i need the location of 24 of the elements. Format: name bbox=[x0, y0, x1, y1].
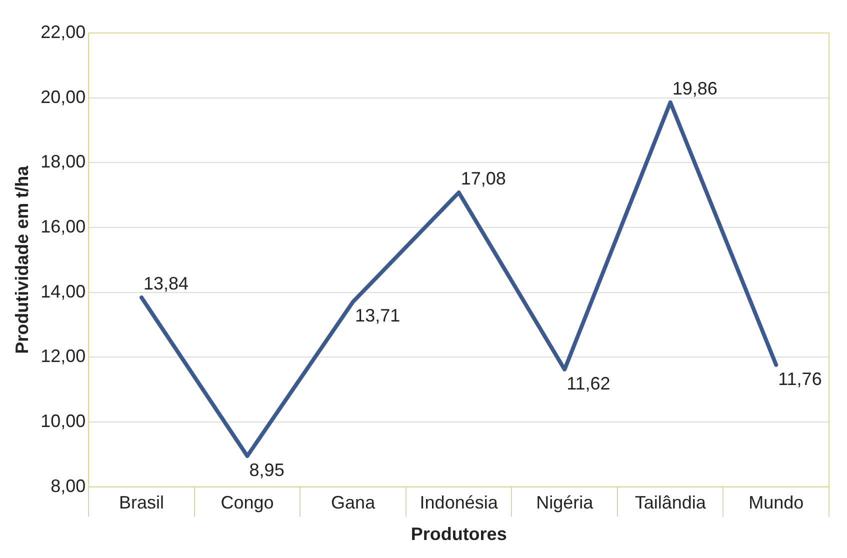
x-tick-label: Nigéria bbox=[536, 492, 594, 513]
data-label: 8,95 bbox=[249, 460, 284, 480]
x-tick-label: Congo bbox=[220, 492, 274, 513]
y-tick-label: 16,00 bbox=[40, 216, 86, 236]
y-tick-label: 22,00 bbox=[40, 22, 86, 42]
y-tick-label: 14,00 bbox=[40, 281, 86, 302]
x-tick-label: Mundo bbox=[748, 492, 804, 513]
y-tick-label: 12,00 bbox=[40, 346, 86, 366]
x-axis-title: Produtores bbox=[410, 524, 507, 544]
x-tick-label: Tailândia bbox=[634, 492, 707, 513]
data-label: 13,71 bbox=[355, 306, 400, 326]
data-label: 17,08 bbox=[460, 168, 506, 188]
data-label: 11,76 bbox=[778, 368, 822, 389]
y-tick-label: 8,00 bbox=[50, 476, 86, 496]
x-tick-label: Gana bbox=[331, 492, 376, 513]
data-label: 19,86 bbox=[672, 78, 718, 98]
data-label: 13,84 bbox=[144, 273, 189, 294]
data-label: 11,62 bbox=[566, 373, 610, 394]
y-axis-title: Produtividade em t/ha bbox=[12, 164, 32, 354]
x-tick-label: Indonésia bbox=[420, 492, 499, 513]
x-tick-label: Brasil bbox=[119, 492, 164, 513]
y-tick-label: 20,00 bbox=[40, 86, 86, 107]
y-tick-label: 18,00 bbox=[40, 152, 86, 172]
y-tick-label: 10,00 bbox=[40, 410, 86, 431]
